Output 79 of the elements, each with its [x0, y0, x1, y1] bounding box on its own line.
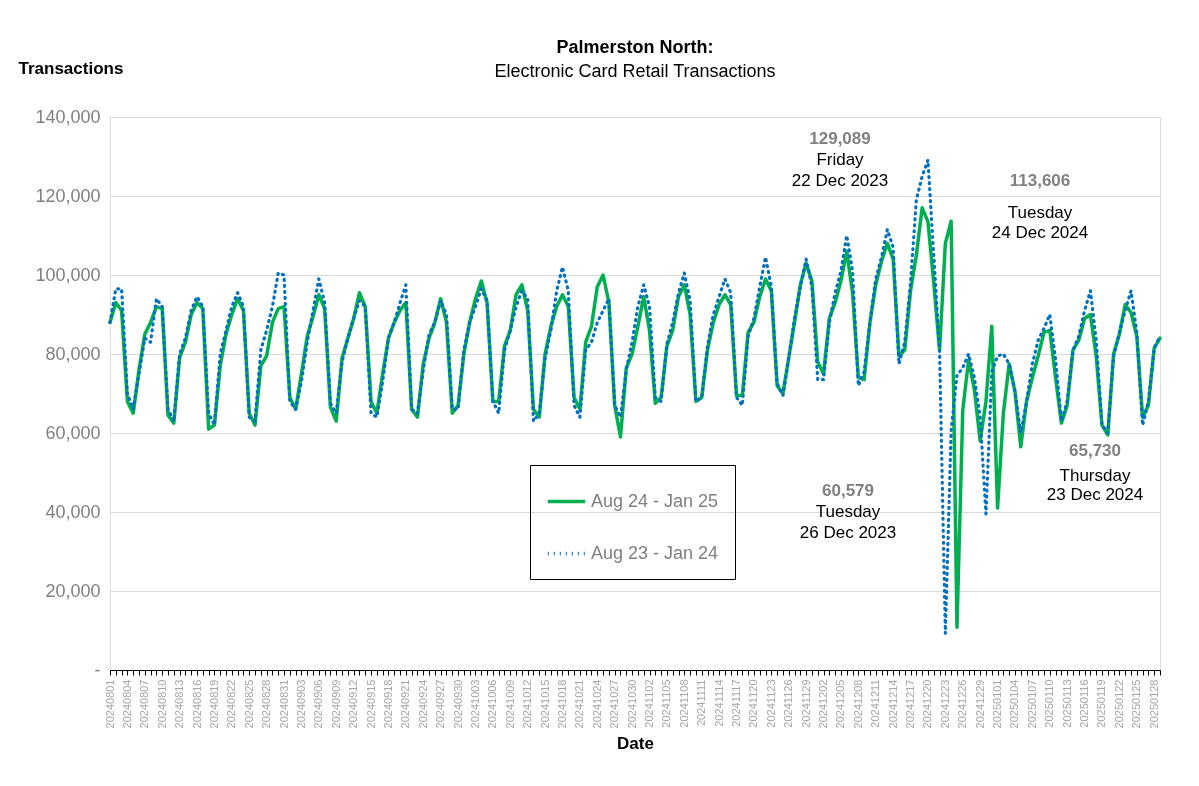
x-tick-label: 20250119	[1095, 679, 1108, 728]
x-tick-label: 20241220	[921, 679, 934, 729]
y-tick-label: 100,000	[35, 264, 101, 285]
x-tick-label: 20241105	[660, 679, 673, 728]
x-tick-label: 20241003	[468, 679, 481, 729]
annotation: 129,089 Friday 22 Dec 2023	[791, 129, 889, 190]
x-tick-label: 20250113	[1060, 679, 1073, 728]
x-tick-label: 20241102	[643, 679, 655, 728]
x-tick-label: 20250101	[991, 679, 1004, 729]
x-tick-label: 20241126	[782, 679, 795, 728]
x-tick-label: 20241018	[555, 679, 568, 729]
y-tick-label: 80,000	[45, 343, 101, 364]
x-tick-label: 20241006	[486, 679, 499, 729]
x-tick-label: 20241114	[712, 679, 725, 727]
x-tick-label: 20250107	[1025, 679, 1038, 729]
x-tick-label: 20241223	[938, 679, 951, 729]
x-tick-label: 20241214	[886, 679, 899, 729]
x-tick-label: 20250122	[1112, 679, 1125, 729]
legend-label: Aug 23 - Jan 24	[591, 542, 719, 563]
x-tick-label: 20241021	[573, 679, 586, 729]
x-tick-label: 20240903	[294, 679, 307, 729]
x-tick-label: 20241015	[538, 679, 551, 729]
x-tick-label: 20241226	[956, 679, 969, 729]
x-tick-label: 20250116	[1078, 679, 1091, 728]
chart-title: Palmerston North:	[556, 37, 714, 57]
x-tick-label: 20241208	[851, 679, 864, 729]
y-tick-label: -	[94, 659, 101, 680]
x-tick-label: 20241108	[677, 679, 690, 728]
legend-label: Aug 24 - Jan 25	[591, 490, 719, 511]
x-tick-label: 20240915	[364, 679, 377, 729]
x-tick-label: 20240807	[138, 679, 151, 729]
x-tick-label: 20240810	[155, 679, 168, 729]
x-tick-label: 20241129	[799, 679, 812, 728]
x-tick-label: 20240825	[242, 679, 255, 729]
x-tick-label: 20240822	[225, 679, 238, 729]
x-tick-label: 20240924	[416, 679, 429, 729]
x-tick-label: 20241211	[869, 679, 882, 728]
y-tick-label: 120,000	[35, 185, 101, 206]
x-tick-label: 20240909	[329, 679, 342, 729]
y-tick-label: 40,000	[45, 501, 101, 522]
x-tick-label: 20241202	[817, 679, 830, 729]
x-tick-label: 20240912	[347, 679, 360, 729]
annotation: 60,579 Tuesday 26 Dec 2023	[799, 481, 897, 542]
x-tick-label: 20241123	[764, 679, 777, 728]
x-tick-label: 20240831	[277, 679, 290, 729]
y-axis-title: Transactions	[18, 58, 124, 78]
x-tick-label: 20250128	[1147, 679, 1160, 729]
x-tick-label: 20250110	[1043, 679, 1056, 728]
x-tick-label: 20240813	[173, 679, 186, 729]
y-tick-label: 60,000	[45, 422, 101, 443]
x-tick-label: 20250125	[1130, 679, 1143, 729]
x-tick-label: 20240927	[434, 679, 447, 729]
x-axis-title: Date	[617, 734, 654, 754]
x-tick-label: 20241027	[608, 679, 621, 729]
x-tick-label: 20240819	[207, 679, 220, 729]
x-tick-label: 20240930	[451, 679, 464, 729]
x-tick-label: 20241111	[695, 679, 708, 726]
x-tick-label: 20240921	[399, 679, 412, 729]
x-tick-label: 20241012	[521, 679, 534, 729]
x-tick-label: 20240804	[120, 679, 133, 729]
x-tick-label: 20240828	[260, 679, 273, 729]
x-tick-label: 20241030	[625, 679, 638, 729]
y-tick-label: 140,000	[35, 106, 101, 127]
x-tick-label: 20241117	[730, 679, 743, 727]
y-tick-label: 20,000	[45, 580, 101, 601]
x-tick-label: 20241217	[904, 679, 917, 729]
annotation: 65,730 Thursday 23 Dec 2024	[1046, 441, 1144, 504]
x-tick-label: 20241009	[503, 679, 516, 729]
annotation: 113,606 Tuesday 24 Dec 2024	[991, 171, 1089, 242]
x-tick-label: 20241229	[973, 679, 986, 729]
x-tick-label: 20240918	[381, 679, 394, 729]
x-tick-label: 20240816	[190, 679, 203, 729]
x-tick-label: 20241120	[747, 679, 760, 728]
x-tick-label: 20241205	[834, 679, 847, 729]
x-tick-label: 20240906	[312, 679, 325, 729]
x-tick-label: 20241024	[590, 679, 603, 729]
x-tick-label: 20250104	[1008, 679, 1021, 729]
x-tick-label: 20240801	[103, 679, 116, 729]
chart-subtitle: Electronic Card Retail Transactions	[494, 61, 776, 81]
